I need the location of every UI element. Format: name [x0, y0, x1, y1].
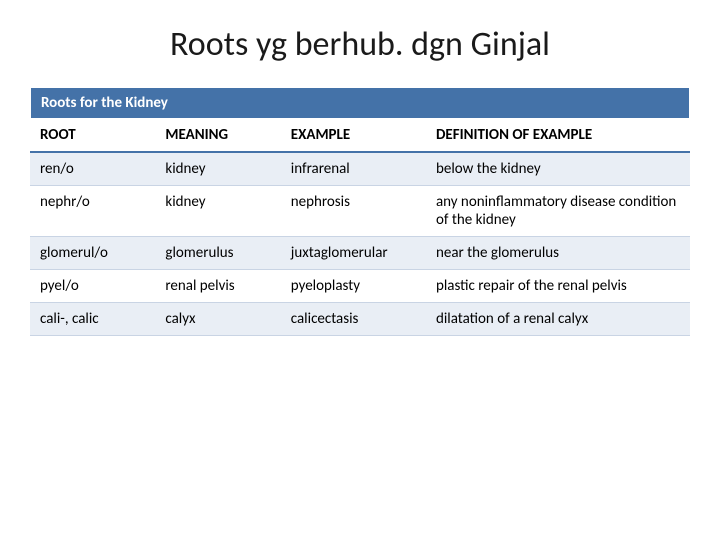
cell-definition: below the kidney	[426, 152, 690, 186]
roots-table: ROOT MEANING EXAMPLE DEFINITION OF EXAMP…	[30, 119, 690, 336]
cell-root: glomerul/o	[30, 237, 155, 270]
cell-root: nephr/o	[30, 186, 155, 237]
table-row: pyel/o renal pelvis pyeloplasty plastic …	[30, 270, 690, 303]
cell-example: nephrosis	[281, 186, 426, 237]
cell-example: juxtaglomerular	[281, 237, 426, 270]
cell-meaning: kidney	[155, 186, 280, 237]
cell-example: pyeloplasty	[281, 270, 426, 303]
cell-root: ren/o	[30, 152, 155, 186]
cell-example: calicectasis	[281, 303, 426, 336]
cell-definition: near the glomerulus	[426, 237, 690, 270]
table-caption: Roots for the Kidney	[30, 87, 690, 119]
col-header-root: ROOT	[30, 119, 155, 152]
table-row: glomerul/o glomerulus juxtaglomerular ne…	[30, 237, 690, 270]
col-header-example: EXAMPLE	[281, 119, 426, 152]
col-header-meaning: MEANING	[155, 119, 280, 152]
table-row: cali-, calic calyx calicectasis dilatati…	[30, 303, 690, 336]
cell-definition: plastic repair of the renal pelvis	[426, 270, 690, 303]
col-header-definition: DEFINITION OF EXAMPLE	[426, 119, 690, 152]
cell-meaning: glomerulus	[155, 237, 280, 270]
cell-example: infrarenal	[281, 152, 426, 186]
cell-definition: any noninflammatory disease condition of…	[426, 186, 690, 237]
cell-definition: dilatation of a renal calyx	[426, 303, 690, 336]
cell-root: pyel/o	[30, 270, 155, 303]
cell-root: cali-, calic	[30, 303, 155, 336]
page-title: Roots yg berhub. dgn Ginjal	[30, 24, 690, 65]
cell-meaning: calyx	[155, 303, 280, 336]
table-row: ren/o kidney infrarenal below the kidney	[30, 152, 690, 186]
slide-container: Roots yg berhub. dgn Ginjal Roots for th…	[0, 0, 720, 540]
table-header-row: ROOT MEANING EXAMPLE DEFINITION OF EXAMP…	[30, 119, 690, 152]
cell-meaning: renal pelvis	[155, 270, 280, 303]
cell-meaning: kidney	[155, 152, 280, 186]
table-row: nephr/o kidney nephrosis any noninflamma…	[30, 186, 690, 237]
